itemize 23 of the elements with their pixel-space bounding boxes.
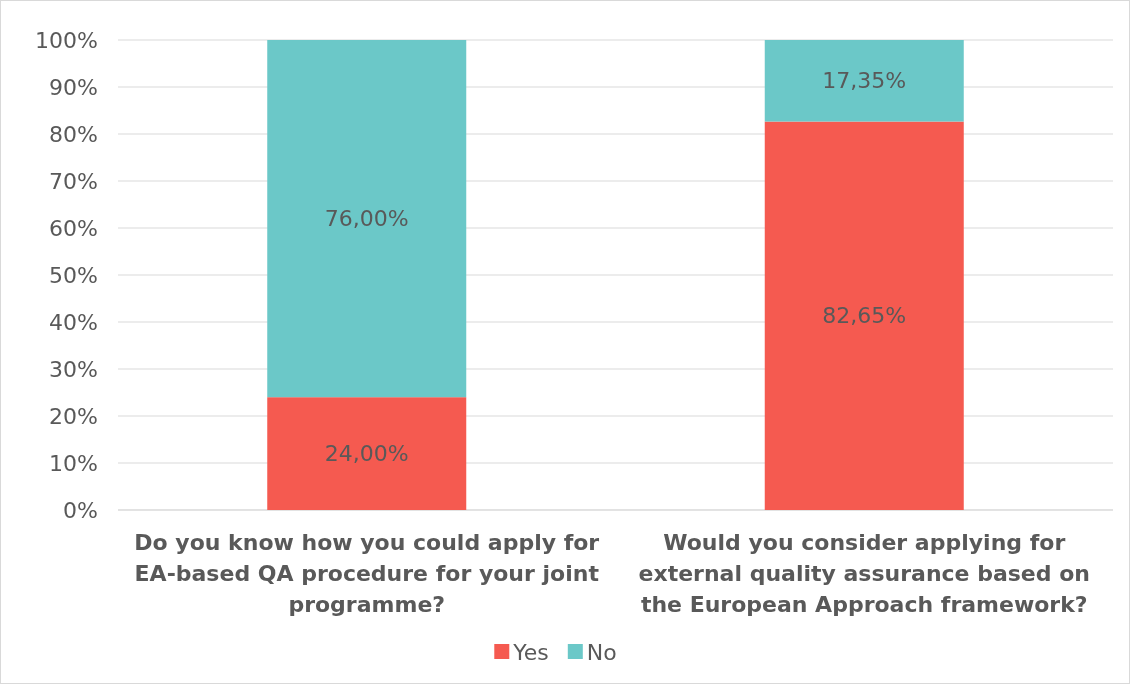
- legend-label: No: [586, 639, 617, 665]
- data-label: 76,00%: [324, 206, 409, 232]
- y-tick-label: 90%: [49, 74, 98, 100]
- bar: [764, 121, 964, 510]
- y-tick-label: 10%: [49, 450, 98, 476]
- bar: [267, 397, 467, 510]
- data-label: 24,00%: [324, 441, 409, 467]
- x-tick-label: Would you consider applying for external quality assurance based on the European Approach framework?: [638, 530, 1090, 617]
- legend-label: Yes: [512, 639, 549, 665]
- y-tick-label: 50%: [49, 262, 98, 288]
- y-tick-label: 20%: [49, 403, 98, 429]
- x-tick-label: Do you know how you could apply for EA-based QA procedure for your joint programme?: [134, 530, 600, 617]
- y-tick-label: 80%: [49, 121, 98, 147]
- y-tick-label: 100%: [35, 27, 98, 53]
- y-tick-label: 30%: [49, 356, 98, 382]
- y-tick-label: 60%: [49, 215, 98, 241]
- y-tick-label: 70%: [49, 168, 98, 194]
- bar: [267, 40, 467, 398]
- data-label: 82,65%: [822, 303, 907, 329]
- bar: [764, 40, 964, 122]
- data-label: 17,35%: [822, 68, 907, 94]
- y-tick-label: 0%: [63, 497, 98, 523]
- y-tick-label: 40%: [49, 309, 98, 335]
